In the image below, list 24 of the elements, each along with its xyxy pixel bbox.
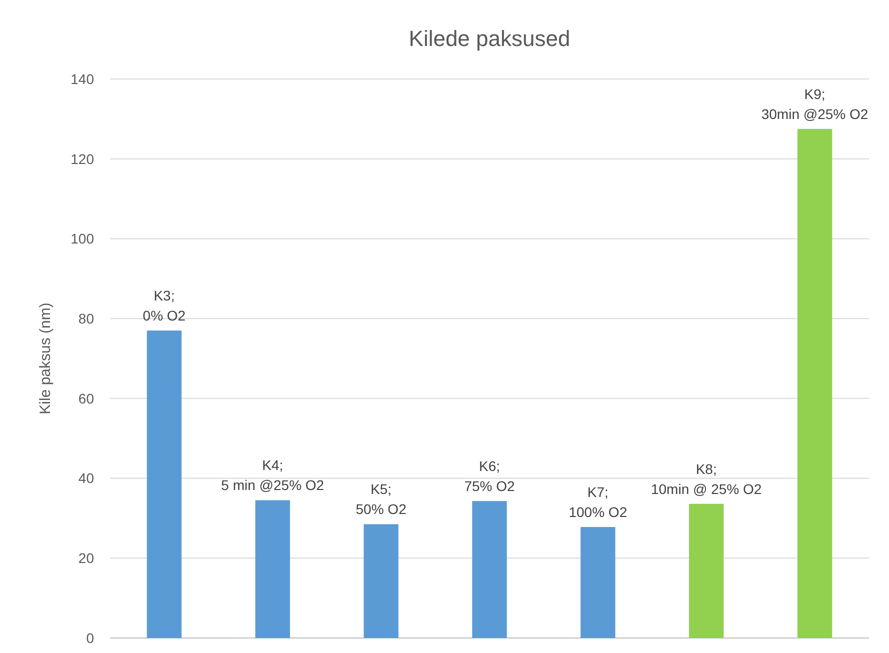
y-tick-label: 40 xyxy=(78,470,94,486)
x-tick-label: K4; 5 min @25% O2 xyxy=(221,457,324,494)
x-tick-label: K3; 0% O2 xyxy=(142,288,186,324)
y-tick-label: 60 xyxy=(78,390,94,406)
bar xyxy=(689,504,724,638)
y-tick-label: 140 xyxy=(70,70,94,87)
bar xyxy=(472,501,507,638)
x-tick-label: K6; 75% O2 xyxy=(464,458,516,494)
y-tick-label: 0 xyxy=(86,630,94,646)
x-tick-label: K9; 30min @25% O2 xyxy=(761,86,868,122)
y-tick-label: 100 xyxy=(70,230,94,247)
bar xyxy=(797,128,832,638)
bar xyxy=(255,500,290,638)
y-tick-label: 120 xyxy=(70,150,94,167)
y-axis-title: Kile paksus (nm) xyxy=(37,302,54,414)
bar xyxy=(364,524,398,638)
chart-title: Kilede paksused xyxy=(408,26,570,51)
x-tick-label: K7; 100% O2 xyxy=(568,484,628,520)
y-tick-label: 80 xyxy=(78,310,94,326)
x-tick-label: K5; 50% O2 xyxy=(356,481,407,518)
bar xyxy=(146,330,182,638)
bar xyxy=(580,527,616,638)
y-tick-label: 20 xyxy=(78,550,94,566)
x-tick-label: K8; 10min @ 25% O2 xyxy=(651,460,762,497)
